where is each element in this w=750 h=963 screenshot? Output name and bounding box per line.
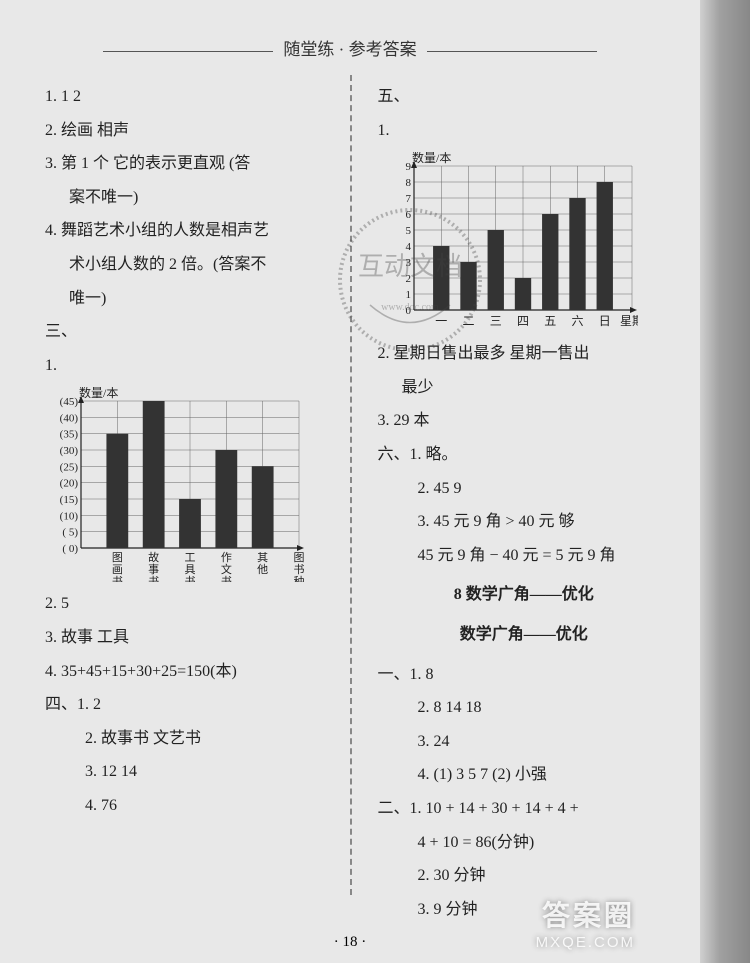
svg-text:2: 2 xyxy=(405,273,411,285)
svg-text:9: 9 xyxy=(405,161,411,173)
svg-text:(30): (30) xyxy=(60,445,79,457)
line: 2. 30 分钟 xyxy=(378,859,671,893)
line: 2. 星期日售出最多 星期一售出 xyxy=(378,337,671,371)
section-8-title-b: 数学广角——优化 xyxy=(378,618,671,652)
line: 最少 xyxy=(378,371,671,405)
svg-text:书: 书 xyxy=(112,575,123,582)
svg-text:书: 书 xyxy=(185,575,196,582)
svg-text:星期: 星期 xyxy=(619,314,637,328)
section-five: 五、 xyxy=(378,80,671,114)
header-title: 随堂练 · 参考答案 xyxy=(283,40,416,59)
content: 1. 1 2 2. 绘画 相声 3. 第 1 个 它的表示更直观 (答 案不唯一… xyxy=(0,60,700,926)
bottom-watermark: 答案圈 MXQE.COM xyxy=(536,894,635,951)
svg-text:0: 0 xyxy=(405,305,411,317)
section-one: 一、1. 8 xyxy=(378,658,671,692)
svg-text:二: 二 xyxy=(462,314,474,328)
line: 3. 第 1 个 它的表示更直观 (答 xyxy=(45,147,338,181)
svg-text:(25): (25) xyxy=(60,462,79,474)
line: 术小组人数的 2 倍。(答案不 xyxy=(45,248,338,282)
line: 案不唯一) xyxy=(45,181,338,215)
svg-text:1: 1 xyxy=(405,289,411,301)
svg-text:数量/本: 数量/本 xyxy=(79,387,118,400)
header-line-right xyxy=(427,51,597,52)
svg-text:画: 画 xyxy=(112,564,123,576)
watermark-line2: MXQE.COM xyxy=(536,934,635,951)
line: 4. 舞蹈艺术小组的人数是相声艺 xyxy=(45,214,338,248)
line: 2. 8 14 18 xyxy=(378,691,671,725)
svg-text:书: 书 xyxy=(148,575,159,582)
svg-text:一: 一 xyxy=(435,314,447,328)
svg-text:4: 4 xyxy=(405,241,411,253)
line: 3. 24 xyxy=(378,725,671,759)
svg-text:图: 图 xyxy=(112,551,123,564)
svg-text:书: 书 xyxy=(294,563,305,576)
svg-text:事: 事 xyxy=(148,563,159,576)
line: 2. 5 xyxy=(45,587,338,621)
section-8-title-a: 8 数学广角——优化 xyxy=(378,578,671,612)
svg-text:(35): (35) xyxy=(60,429,79,441)
svg-text:六: 六 xyxy=(571,314,583,328)
svg-text:(20): (20) xyxy=(60,478,79,490)
line: 3. 29 本 xyxy=(378,404,671,438)
svg-text:故: 故 xyxy=(148,550,159,564)
chart-three: 数量/本 ( 0) ( 5) (10) (15) (20) (25) (30) (35) (40)… xyxy=(45,387,338,582)
svg-text:文: 文 xyxy=(221,562,232,576)
svg-text:6: 6 xyxy=(405,209,411,221)
svg-text:他: 他 xyxy=(257,563,268,576)
line: 2. 故事书 文艺书 xyxy=(45,722,338,756)
chart-five-svg: 数量/本 0 1 2 3 4 5 6 7 8 9 一 二 三 四 五 六 日星期 xyxy=(378,152,638,332)
chart-three-svg: 数量/本 ( 0) ( 5) (10) (15) (20) (25) (30) (35) (40)… xyxy=(45,387,305,582)
header-line-left xyxy=(103,51,273,52)
svg-text:作: 作 xyxy=(221,551,232,564)
line: 4. 35+45+15+30+25=150(本) xyxy=(45,655,338,689)
svg-text:日: 日 xyxy=(598,314,610,328)
svg-text:7: 7 xyxy=(405,193,411,205)
line: 45 元 9 角 − 40 元 = 5 元 9 角 xyxy=(378,539,671,573)
line: 4. 76 xyxy=(45,789,338,823)
svg-text:(10): (10) xyxy=(60,511,79,523)
svg-text:( 0): ( 0) xyxy=(62,543,78,555)
svg-text:(45): (45) xyxy=(60,396,79,408)
svg-text:五: 五 xyxy=(544,314,556,328)
svg-text:3: 3 xyxy=(405,257,411,269)
line: 3. 45 元 9 角 > 40 元 够 xyxy=(378,505,671,539)
right-column: 五、 1. 数量/本0123456789一二三四五六日星期 2. 星期日售出最多… xyxy=(353,80,671,926)
svg-text:( 5): ( 5) xyxy=(62,527,78,539)
svg-text:图: 图 xyxy=(294,551,305,564)
watermark-line1: 答案圈 xyxy=(536,894,635,934)
svg-text:种: 种 xyxy=(294,574,305,582)
right-spine xyxy=(700,0,750,963)
section-two-a: 二、1. 10 + 14 + 30 + 14 + 4 + xyxy=(378,792,671,826)
section-six: 六、1. 略。 xyxy=(378,438,671,472)
line: 4. (1) 3 5 7 (2) 小强 xyxy=(378,758,671,792)
section-four: 四、1. 2 xyxy=(45,688,338,722)
section-three: 三、 xyxy=(45,315,338,349)
svg-text:(15): (15) xyxy=(60,494,79,506)
line: 3. 故事 工具 xyxy=(45,621,338,655)
page-header: 随堂练 · 参考答案 xyxy=(0,0,700,60)
line: 1. 1 2 xyxy=(45,80,338,114)
chart-five: 数量/本 0 1 2 3 4 5 6 7 8 9 一 二 三 四 五 六 日星期 xyxy=(378,152,671,332)
line: 2. 45 9 xyxy=(378,472,671,506)
svg-text:三: 三 xyxy=(489,314,501,328)
line: 3. 12 14 xyxy=(45,755,338,789)
svg-text:(40): (40) xyxy=(60,413,79,425)
left-column: 1. 1 2 2. 绘画 相声 3. 第 1 个 它的表示更直观 (答 案不唯一… xyxy=(45,80,353,926)
svg-text:5: 5 xyxy=(405,225,411,237)
svg-text:其: 其 xyxy=(257,551,268,564)
svg-text:8: 8 xyxy=(405,177,411,189)
svg-text:具: 具 xyxy=(185,563,196,576)
line: 4 + 10 = 86(分钟) xyxy=(378,826,671,860)
line: 2. 绘画 相声 xyxy=(45,114,338,148)
svg-text:四: 四 xyxy=(516,314,528,328)
svg-text:工: 工 xyxy=(185,552,196,564)
svg-text:数量/本: 数量/本 xyxy=(412,152,451,165)
svg-text:书: 书 xyxy=(221,575,232,582)
line: 唯一) xyxy=(45,282,338,316)
page: 随堂练 · 参考答案 1. 1 2 2. 绘画 相声 3. 第 1 个 它的表示… xyxy=(0,0,700,963)
